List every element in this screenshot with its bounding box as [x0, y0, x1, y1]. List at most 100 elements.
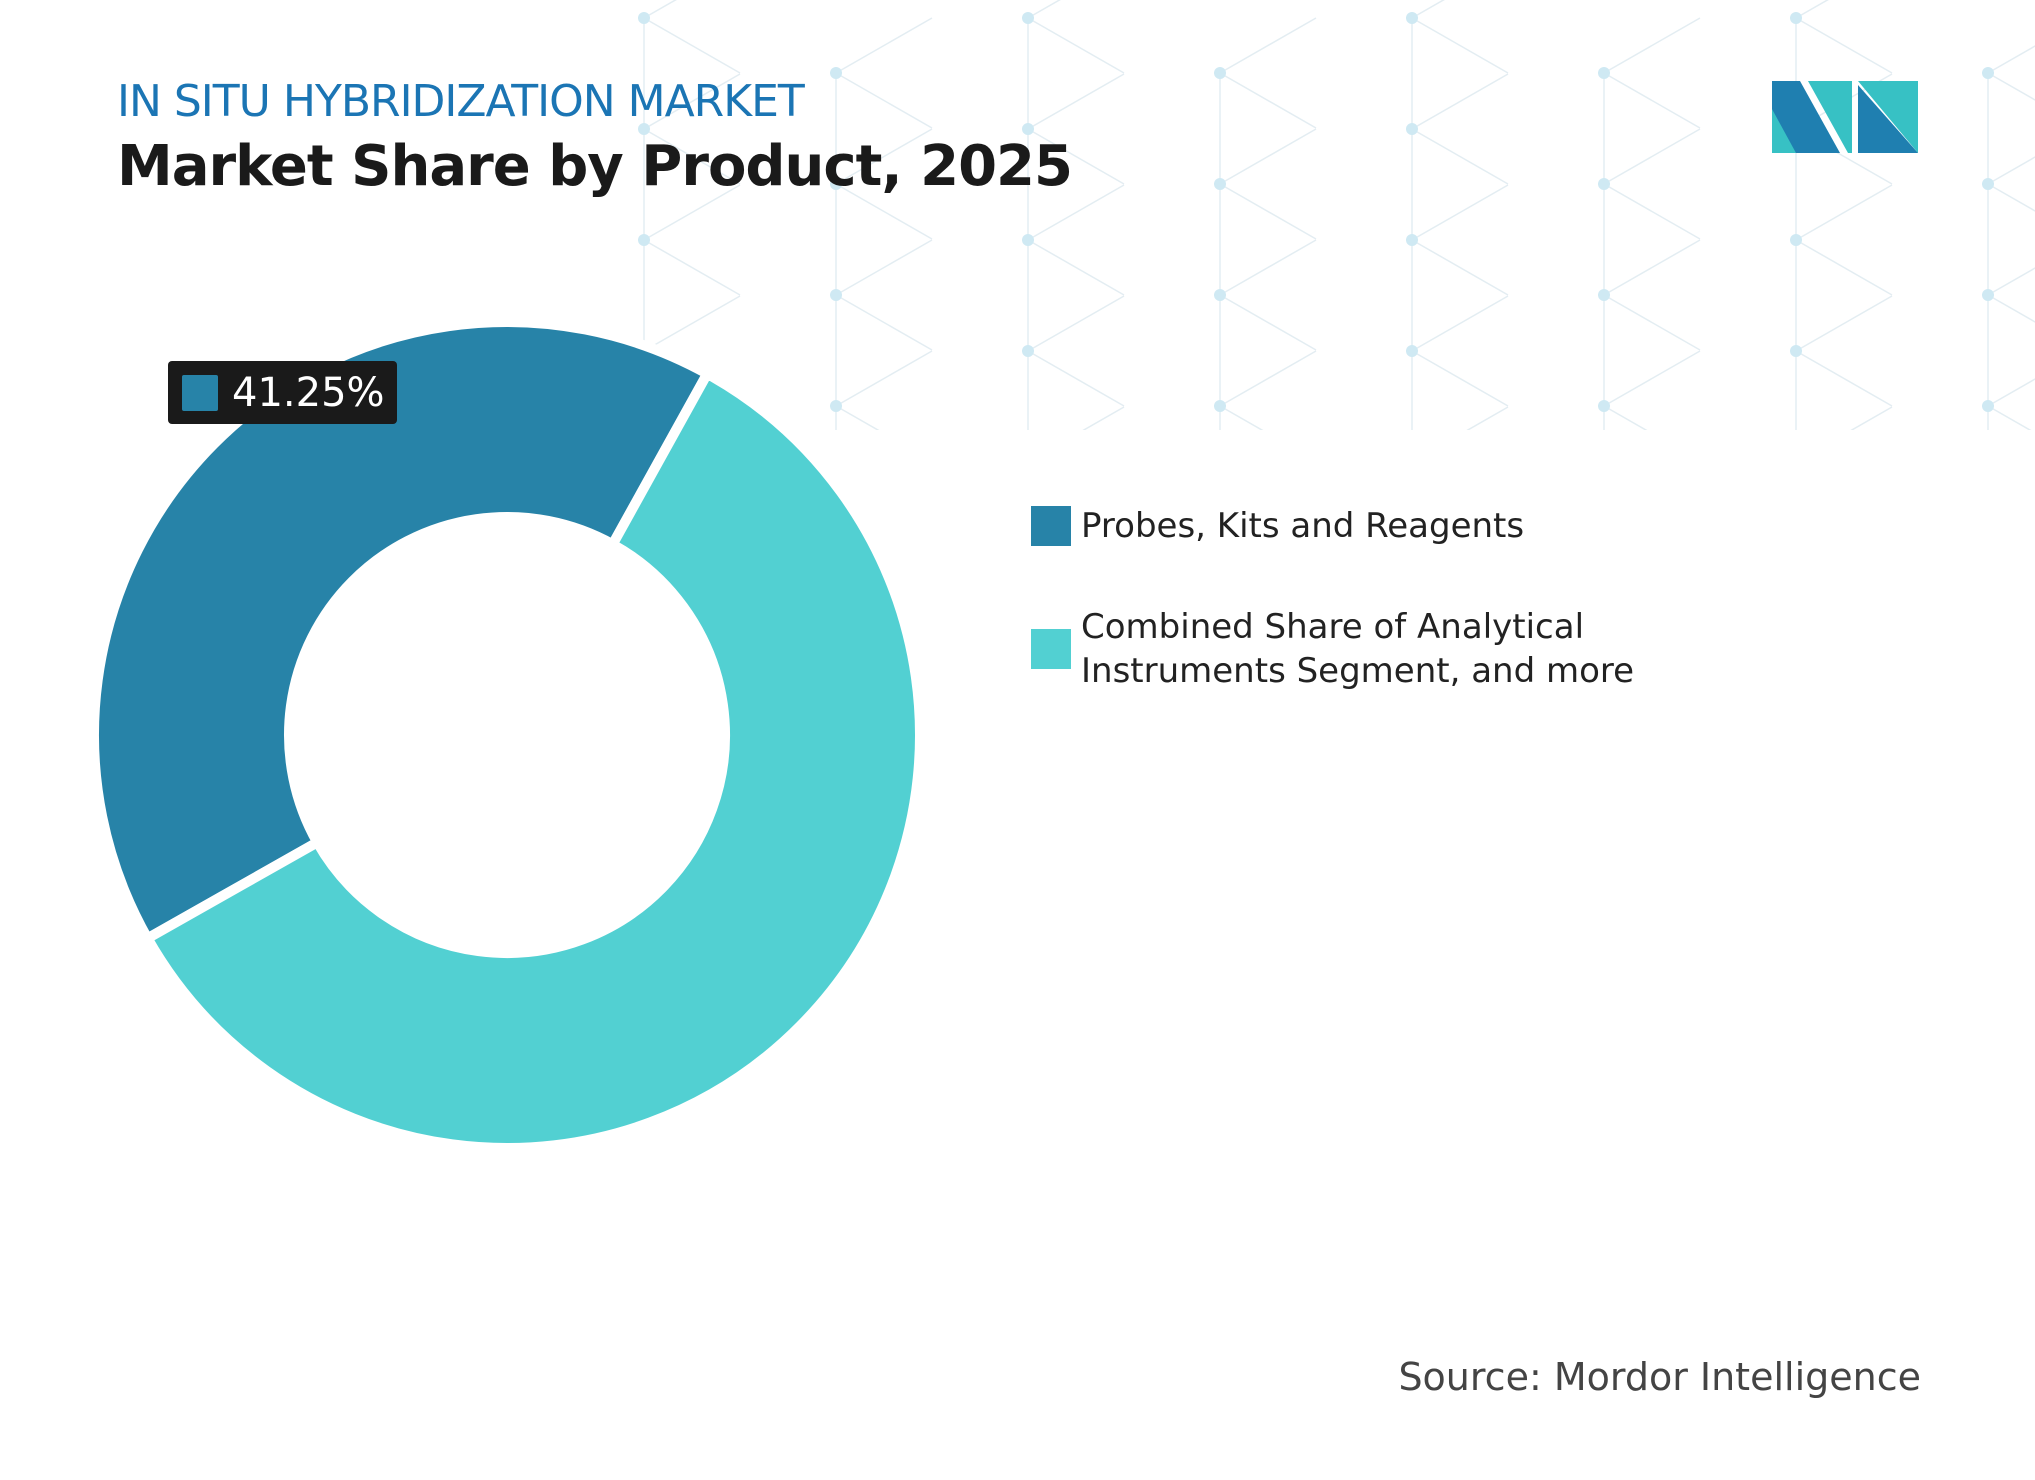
pattern-line	[1987, 267, 2035, 296]
pattern-dot	[830, 400, 842, 412]
pattern-dot	[1790, 345, 1802, 357]
pattern-dot	[1406, 345, 1418, 357]
pattern-line	[1603, 350, 1701, 407]
pattern-dot	[638, 123, 650, 135]
pattern-line	[1027, 350, 1125, 407]
pattern-dot	[830, 289, 842, 301]
pattern-line	[1411, 184, 1509, 241]
pattern-line	[1027, 0, 1061, 19]
pattern-line	[1219, 17, 1317, 74]
pattern-line	[835, 405, 880, 430]
pattern-dot	[1982, 289, 1994, 301]
pattern-line	[1987, 378, 2035, 407]
pattern-line	[1082, 406, 1125, 430]
chart-kicker: IN SITU HYBRIDIZATION MARKET	[117, 76, 805, 127]
pattern-line	[1027, 73, 1125, 130]
pattern-line	[1795, 239, 1893, 296]
pattern-line	[1027, 17, 1125, 74]
pattern-dot	[1982, 67, 1994, 79]
pattern-line	[1411, 17, 1509, 74]
pattern-line	[1795, 17, 1893, 74]
pattern-line	[1987, 405, 2032, 430]
pattern-dot	[1982, 178, 1994, 190]
pattern-line	[1411, 295, 1509, 352]
pattern-dot	[830, 178, 842, 190]
pattern-line	[1795, 350, 1893, 407]
pattern-dot	[1214, 289, 1226, 301]
pattern-dot	[1406, 123, 1418, 135]
donut-slice-2	[140, 366, 925, 1153]
pattern-line	[1795, 0, 1829, 19]
pattern-line	[643, 17, 741, 74]
pattern-dot	[1598, 289, 1610, 301]
pattern-dot	[638, 234, 650, 246]
data-label-text: 41.25%	[232, 369, 385, 416]
data-label-swatch	[182, 374, 218, 411]
pattern-line	[1027, 184, 1125, 241]
pattern-line	[1603, 239, 1701, 296]
pattern-dot	[1022, 123, 1034, 135]
pattern-line	[1987, 183, 2035, 212]
pattern-line	[1850, 406, 1893, 430]
pattern-line	[1603, 72, 1701, 129]
pattern-line	[1027, 295, 1125, 352]
pattern-dot	[1214, 400, 1226, 412]
pattern-line	[1411, 73, 1509, 130]
legend-label: Combined Share of Analytical Instruments…	[1081, 605, 1634, 693]
pattern-dot	[638, 12, 650, 24]
legend-label-line: Combined Share of Analytical	[1081, 607, 1585, 647]
pattern-dot	[1598, 400, 1610, 412]
pattern-line	[835, 128, 933, 185]
pattern-line	[1603, 17, 1701, 74]
pattern-line	[835, 72, 933, 129]
pattern-dot	[1214, 67, 1226, 79]
pattern-line	[1027, 239, 1125, 296]
pattern-line	[643, 184, 741, 241]
pattern-line	[1987, 72, 2035, 101]
data-label-badge: 41.25%	[168, 361, 397, 424]
pattern-line	[1795, 184, 1893, 241]
pattern-dot	[1406, 12, 1418, 24]
pattern-line	[1987, 156, 2035, 185]
pattern-line	[835, 183, 933, 240]
pattern-line	[1219, 183, 1317, 240]
pattern-line	[1603, 294, 1701, 351]
legend-label-line: Instruments Segment, and more	[1081, 651, 1635, 691]
donut-slice-1	[89, 317, 715, 946]
chart-title: Market Share by Product, 2025	[117, 134, 1073, 199]
pattern-line	[1411, 239, 1509, 296]
pattern-line	[643, 239, 741, 296]
pattern-dot	[1022, 234, 1034, 246]
pattern-line	[643, 295, 741, 352]
pattern-line	[835, 239, 933, 296]
pattern-line	[835, 294, 933, 351]
pattern-dot	[830, 67, 842, 79]
legend-swatch	[1031, 506, 1071, 546]
mordor-logo-icon	[1772, 81, 1918, 153]
pattern-line	[1219, 128, 1317, 185]
pattern-line	[1466, 406, 1509, 430]
pattern-dot	[1598, 178, 1610, 190]
pattern-line	[1987, 45, 2035, 74]
pattern-dot	[1022, 12, 1034, 24]
pattern-line	[1603, 128, 1701, 185]
legend-item-probes: Probes, Kits and Reagents	[1031, 504, 1524, 548]
pattern-line	[1795, 295, 1893, 352]
pattern-line	[1603, 183, 1701, 240]
background-network-pattern	[638, 0, 2035, 430]
pattern-line	[1411, 0, 1445, 19]
pattern-line	[1219, 294, 1317, 351]
pattern-dot	[1214, 178, 1226, 190]
pattern-dot	[1406, 234, 1418, 246]
pattern-line	[1027, 128, 1125, 185]
pattern-line	[835, 17, 933, 74]
pattern-line	[1219, 72, 1317, 129]
pattern-line	[1411, 350, 1509, 407]
pattern-line	[1411, 128, 1509, 185]
pattern-line	[643, 128, 741, 185]
legend-label: Probes, Kits and Reagents	[1081, 506, 1525, 546]
source-note: Source: Mordor Intelligence	[1398, 1355, 1921, 1399]
pattern-line	[1219, 350, 1317, 407]
legend-item-instruments: Combined Share of Analytical Instruments…	[1031, 605, 1634, 693]
pattern-dot	[1598, 67, 1610, 79]
